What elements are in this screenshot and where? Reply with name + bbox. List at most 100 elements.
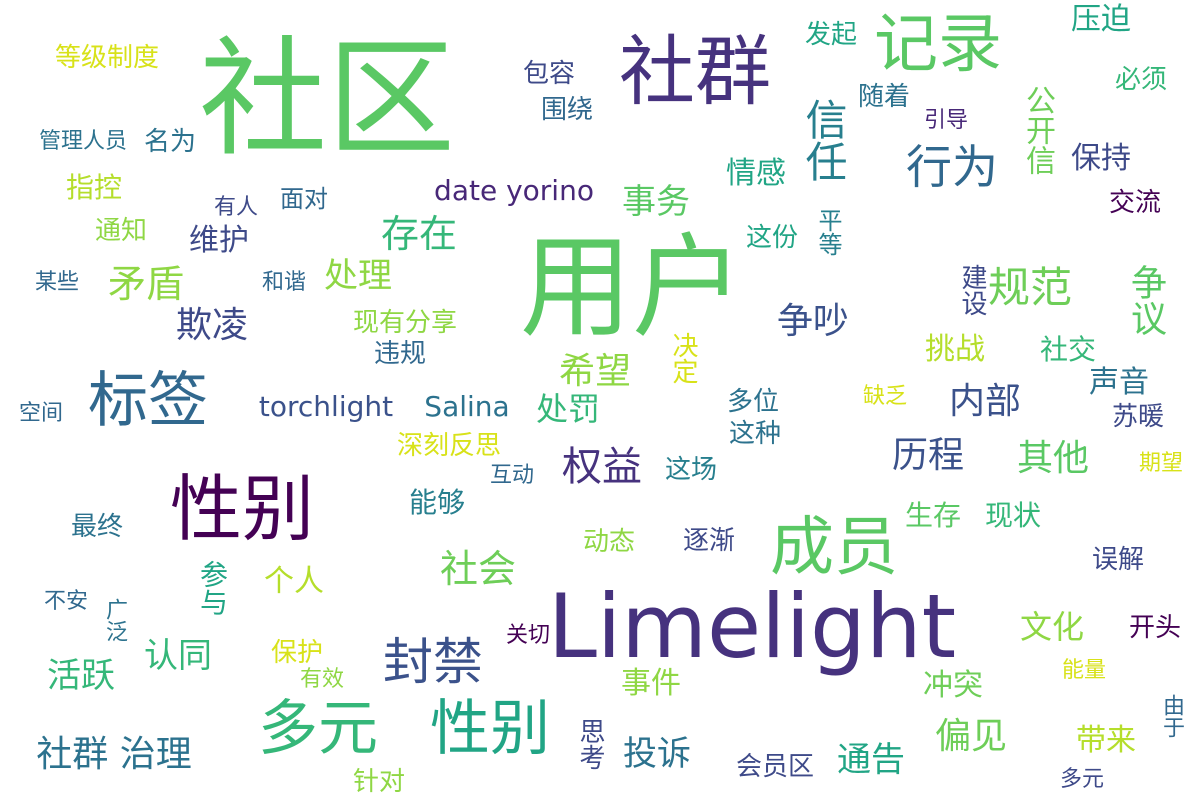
word-torchlight: torchlight	[258, 390, 394, 423]
word-weirao: 围绕	[540, 95, 594, 125]
word-nengliang: 能量	[1061, 658, 1107, 683]
word-shiwu: 事务	[622, 182, 690, 222]
word-youren: 有人	[213, 195, 259, 220]
word-mingwei: 名为	[143, 127, 197, 157]
word-wenhua: 文化	[1019, 608, 1085, 646]
word-neibu: 内部	[948, 381, 1022, 422]
word-xinren: 信任	[799, 98, 848, 182]
word-huoyue: 活跃	[47, 656, 115, 696]
word-xingwei: 行为	[906, 140, 998, 194]
word-tiaozhan: 挑战	[925, 332, 985, 367]
word-gongkaixin: 公开信	[1020, 85, 1055, 175]
word-xiwang: 希望	[558, 351, 632, 392]
word-qinggan: 情感	[726, 156, 786, 191]
word-hexie: 和谐	[261, 270, 307, 295]
word-tousu: 投诉	[623, 734, 691, 774]
word-pianjian: 偏见	[934, 716, 1008, 757]
word-dailai: 带来	[1076, 723, 1136, 758]
word-jiaoliu: 交流	[1108, 188, 1162, 218]
word-guangfan: 广泛	[102, 598, 127, 642]
word-zhezhong: 这种	[728, 419, 782, 449]
word-qiling: 欺凌	[175, 305, 249, 346]
word-zhikong: 指控	[65, 171, 123, 204]
word-chongtu: 冲突	[923, 668, 983, 703]
word-qita: 其他	[1016, 438, 1090, 479]
word-qiwang: 期望	[1138, 451, 1184, 476]
word-chengyuan: 成员	[770, 511, 898, 585]
word-weihu: 维护	[189, 223, 249, 258]
word-suizhe: 随着	[857, 82, 911, 112]
word-zhechang: 这场	[664, 455, 718, 485]
word-duoyuan-1: 多元	[258, 694, 378, 764]
word-guanlirenyuan: 管理人员	[38, 129, 128, 154]
word-bixu: 必须	[1114, 65, 1168, 95]
word-xianyoufenxiang: 现有分享	[352, 308, 458, 338]
word-shijian: 事件	[621, 666, 681, 701]
word-maodun: 矛盾	[107, 262, 185, 306]
word-kaitou: 开头	[1128, 613, 1182, 643]
word-shengcun: 生存	[904, 499, 962, 532]
word-xingbie-2: 性别	[430, 694, 550, 764]
word-wujie: 误解	[1091, 545, 1145, 575]
word-jilu: 记录	[874, 8, 1002, 82]
word-guanqie: 关切	[505, 623, 551, 648]
word-zuizhong: 最终	[70, 512, 124, 542]
word-dengjizhidu: 等级制度	[54, 43, 160, 73]
word-tonggao: 通告	[837, 740, 905, 780]
word-sikao: 思考	[575, 718, 605, 770]
word-shenkefansi: 深刻反思	[396, 431, 502, 461]
word-fengjin: 封禁	[383, 633, 483, 691]
word-geren: 个人	[264, 564, 324, 599]
word-shejiao: 社交	[1039, 333, 1097, 366]
word-yapo: 压迫	[1071, 2, 1131, 37]
word-youxiao: 有效	[299, 667, 345, 692]
word-xianzhuang: 现状	[984, 499, 1042, 532]
word-youyu: 由于	[1159, 694, 1184, 738]
word-cunzai: 存在	[380, 212, 458, 256]
word-guifan: 规范	[987, 263, 1073, 312]
word-faqi: 发起	[804, 20, 858, 50]
word-zhefen: 这份	[745, 223, 799, 253]
word-sunuan: 苏暖	[1111, 402, 1165, 432]
word-date-yorino: date yorino	[434, 174, 594, 207]
word-baochi: 保持	[1071, 141, 1131, 176]
word-baorong: 包容	[522, 59, 576, 89]
word-zhengyi: 争议	[1125, 264, 1166, 336]
word-chuli: 处理	[324, 256, 392, 296]
word-zhengchao: 争吵	[776, 301, 850, 342]
word-quanyi: 权益	[562, 444, 642, 490]
word-shengyin: 声音	[1089, 365, 1149, 400]
word-duoyuan-2: 多元	[1059, 767, 1105, 792]
word-kongjian: 空间	[18, 401, 64, 426]
word-chufa: 处罚	[535, 390, 601, 428]
word-shehui: 社会	[439, 547, 517, 591]
word-tongzhi: 通知	[94, 216, 148, 246]
word-licheng: 历程	[891, 435, 965, 476]
word-shequn: 社群	[619, 27, 771, 116]
word-shequ: 社区	[198, 25, 456, 174]
word-miandui: 面对	[280, 185, 328, 213]
word-quefa: 缺乏	[862, 384, 908, 409]
word-yindao: 引导	[923, 108, 969, 133]
word-hudong: 互动	[489, 463, 535, 488]
word-limelight: Limelight	[547, 575, 957, 678]
word-dongtai: 动态	[582, 527, 636, 557]
word-jianshe: 建设	[957, 264, 987, 316]
word-baohu: 保护	[270, 638, 324, 668]
word-jueding: 决定	[668, 332, 698, 384]
word-zhendui: 针对	[352, 767, 406, 797]
word-xingbie-1: 性别	[169, 467, 315, 551]
word-yonghu: 用户	[520, 223, 744, 353]
word-rentong: 认同	[144, 636, 212, 676]
word-duowei: 多位	[726, 387, 780, 417]
word-salina: Salina	[424, 390, 510, 423]
word-nenggou: 能够	[408, 486, 466, 519]
word-zhujian: 逐渐	[682, 526, 736, 556]
word-buan: 不安	[43, 589, 89, 614]
word-pingdeng: 平等	[814, 208, 842, 256]
word-canyu: 参与	[196, 560, 229, 616]
word-mouxie: 某些	[34, 270, 80, 295]
word-huiyuanqu: 会员区	[735, 752, 815, 782]
word-shequn-zhili: 社群 治理	[36, 734, 192, 775]
